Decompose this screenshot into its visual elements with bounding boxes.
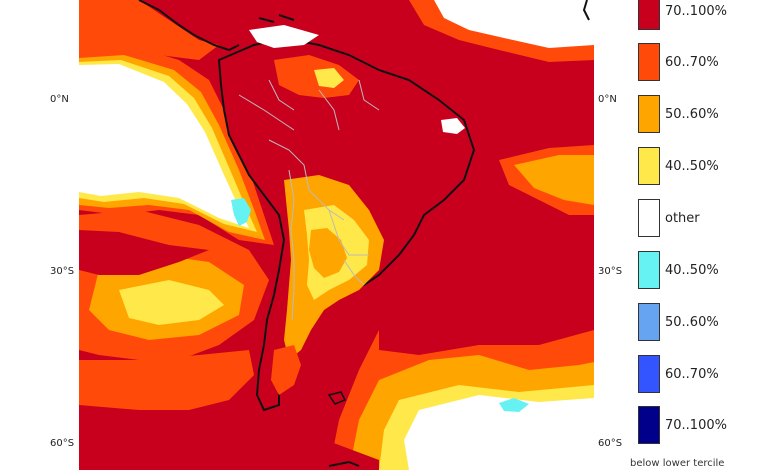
legend-item-below-70-100: 70..100% (638, 406, 727, 444)
region-red-tongue (79, 230, 209, 275)
region-southern-ocean (79, 415, 379, 470)
legend-item-above-40-50: 40..50% (638, 147, 719, 185)
legend-swatch (638, 0, 660, 30)
falkland-islands (327, 391, 347, 405)
legend-label: 70..100% (665, 3, 727, 19)
legend-label: 60..70% (665, 54, 719, 70)
legend-label: other (665, 210, 700, 226)
region-patagonia-orange (271, 345, 301, 395)
legend-item-below-60-70: 60..70% (638, 355, 719, 393)
legend-swatch (638, 199, 660, 237)
country-borders (238, 79, 380, 321)
legend-swatch (638, 406, 660, 444)
legend-label: 50..60% (665, 106, 719, 122)
legend-swatch (638, 355, 660, 393)
legend-item-above-70-100: 70..100% (638, 0, 727, 30)
lat-label-left-30s: 30°S (50, 266, 75, 277)
probability-map (79, 0, 594, 470)
legend-label: 50..60% (665, 314, 719, 330)
legend-swatch (638, 147, 660, 185)
region-equatorial-atlantic-orange (514, 155, 594, 205)
legend-item-other: other (638, 199, 700, 237)
legend-item-below-40-50: 40..50% (638, 251, 719, 289)
region-cyan-south-atlantic (499, 398, 529, 412)
region-north-atlantic-white (434, 0, 594, 48)
region-venezuela-yellow (314, 68, 344, 88)
region-brazil-nose-white (441, 118, 465, 134)
region-northeast-pacific (79, 0, 219, 60)
legend-swatch (638, 43, 660, 81)
lat-label-right-30s: 30°S (598, 266, 623, 277)
caribbean-islands (258, 14, 295, 23)
legend-label: 40..50% (665, 262, 719, 278)
lat-label-left-0: 0°N (50, 94, 69, 105)
legend-note-below-lower-tercile: below lower tercile (630, 458, 725, 469)
legend-label: 40..50% (665, 158, 719, 174)
legend-label: 60..70% (665, 366, 719, 382)
lat-label-right-0: 0°N (598, 94, 617, 105)
region-pacific-white (79, 64, 249, 228)
region-southeast-pacific-yellow (119, 280, 224, 325)
legend-item-below-50-60: 50..60% (638, 303, 719, 341)
region-cyan-peru (231, 198, 251, 226)
legend-label: 70..100% (665, 417, 727, 433)
region-caribbean-white (249, 25, 319, 48)
region-red-south-atlantic (379, 285, 594, 355)
africa-coast-fragment (582, 0, 590, 21)
lat-label-left-60s: 60°S (50, 438, 75, 449)
region-south-pacific-band (79, 350, 254, 410)
antarctic-peninsula-tip (328, 460, 360, 467)
legend-item-above-60-70: 60..70% (638, 43, 719, 81)
legend-swatch (638, 95, 660, 133)
legend-item-above-50-60: 50..60% (638, 95, 719, 133)
region-chaco-orange (309, 228, 347, 278)
lat-label-right-60s: 60°S (598, 438, 623, 449)
central-america-coast (138, 0, 240, 52)
region-south-atlantic-white (404, 395, 594, 470)
legend-swatch (638, 303, 660, 341)
legend-swatch (638, 251, 660, 289)
